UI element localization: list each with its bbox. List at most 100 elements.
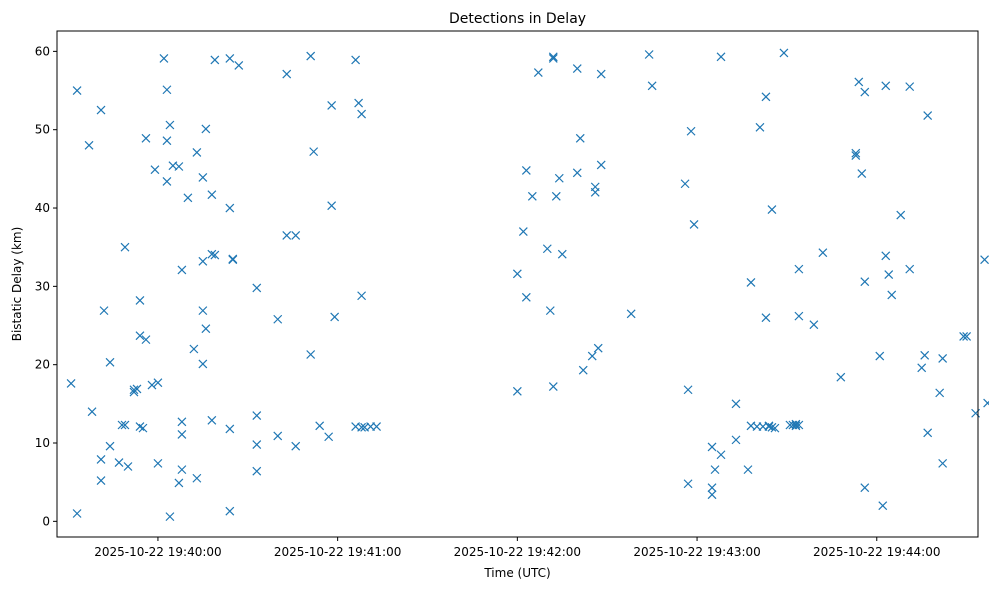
x-tick-label: 2025-10-22 19:41:00 [274,545,401,559]
data-point [746,278,756,287]
y-tick-label: 20 [35,358,50,372]
data-point [141,133,151,143]
data-point [809,320,819,330]
data-point [935,388,945,398]
data-point [306,350,316,359]
data-point [626,309,636,319]
data-point [252,411,262,421]
data-point [273,431,283,441]
data-point [96,455,106,464]
data-point [647,81,657,91]
data-point [512,386,522,396]
data-point [707,483,717,493]
data-point [533,68,543,77]
data-point [123,462,133,471]
plot-area [57,31,978,537]
data-point [518,227,528,236]
data-point [887,290,897,300]
data-point [905,82,915,92]
data-point [201,124,211,134]
data-point [794,264,804,274]
plot-frame [56,30,979,538]
data-point [324,432,334,442]
data-point [225,53,235,63]
data-point [755,122,765,132]
data-point [881,251,891,261]
data-point [557,249,567,259]
data-point [779,48,789,58]
data-point [66,379,76,388]
data-point [135,296,145,305]
data-point [84,140,94,150]
data-point [153,458,163,468]
data-point [731,435,741,445]
data-point [87,407,97,417]
data-point [644,50,654,59]
data-point [357,422,367,432]
data-point [207,249,217,259]
data-point [198,359,208,369]
data-point [794,311,804,321]
data-point [327,100,337,110]
data-point [201,324,211,334]
data-point [521,292,531,302]
x-axis: 2025-10-22 19:40:00 2025-10-22 19:41:00 20… [94,537,940,559]
data-point [593,343,603,353]
data-point [818,248,828,258]
data-point [165,512,175,522]
data-point [680,179,690,189]
data-point [210,55,220,65]
data-point [141,335,151,345]
data-point [572,64,582,74]
data-point [917,363,927,373]
y-tick-label: 0 [42,514,50,528]
data-point [920,350,930,360]
data-point [153,378,163,388]
data-point [716,52,726,62]
data-point [252,283,262,293]
data-point [291,231,301,240]
data-point [881,81,891,91]
data-point [710,465,720,475]
data-point [860,483,870,493]
data-point [225,424,235,434]
data-point [860,87,870,97]
data-point [225,506,235,516]
data-point [114,458,124,468]
data-point [983,398,989,408]
data-point [150,165,160,175]
data-point [938,458,948,468]
data-point [767,422,777,432]
data-point [282,69,292,79]
data-point [189,344,199,354]
data-point [716,450,726,460]
data-point [686,126,696,136]
data-point [857,169,867,178]
y-axis: 0 10 20 30 40 50 60 [35,44,57,528]
x-tick-label: 2025-10-22 19:43:00 [633,545,760,559]
data-point [207,415,217,425]
data-point [743,465,753,475]
data-point [875,351,885,361]
data-point [731,399,741,409]
data-point [791,419,801,429]
data-point [357,291,367,301]
data-point [162,176,172,186]
data-point [120,242,130,252]
data-point [327,201,337,211]
data-point [96,476,106,486]
data-point [542,244,552,254]
data-point [854,77,864,87]
data-point [596,69,606,79]
data-point [596,160,606,170]
data-point [174,162,184,171]
x-tick-label: 2025-10-22 19:40:00 [94,545,221,559]
data-point [590,187,600,197]
data-point [938,353,948,363]
data-point [306,51,316,61]
data-point [315,421,325,431]
data-point [896,210,906,220]
data-point [117,420,127,430]
data-point [554,173,564,183]
